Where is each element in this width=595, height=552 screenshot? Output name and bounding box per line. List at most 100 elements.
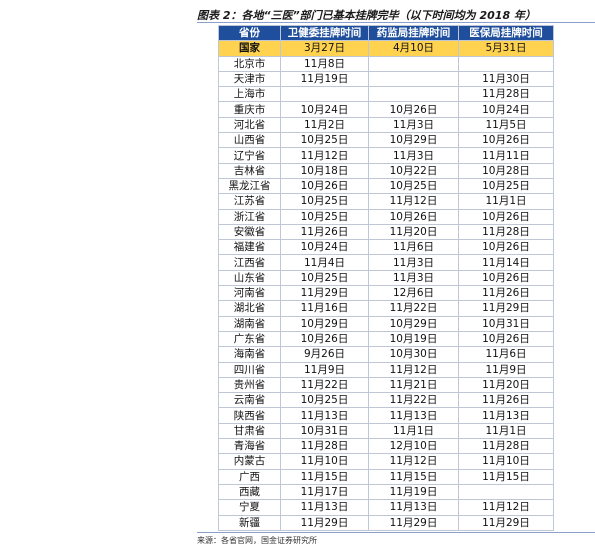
name-cell: 湖南省 bbox=[218, 315, 281, 332]
date-cell: 10月25日 bbox=[458, 177, 554, 195]
date-cell: 10月24日 bbox=[280, 239, 369, 256]
date-cell: 11月19日 bbox=[368, 483, 459, 501]
date-cell: 11月15日 bbox=[458, 468, 554, 485]
date-cell: 11月13日 bbox=[280, 407, 369, 424]
header-cell: 卫健委挂牌时间 bbox=[280, 24, 369, 42]
province-row: 吉林省 10月18日 10月22日 10月28日 bbox=[218, 162, 554, 179]
table: 省份 卫健委挂牌时间 药监局挂牌时间 医保局挂牌时间 国家 3月27日 4月10日 5月31日… bbox=[218, 24, 554, 531]
date-cell: 11月8日 bbox=[280, 55, 369, 72]
date-cell: 10月26日 bbox=[458, 330, 554, 348]
date-cell bbox=[368, 55, 459, 72]
date-cell: 10月25日 bbox=[280, 269, 369, 287]
date-cell bbox=[368, 70, 459, 88]
header-cell: 医保局挂牌时间 bbox=[458, 24, 554, 42]
province-row: 重庆市 10月24日 10月26日 10月24日 bbox=[218, 101, 554, 118]
date-cell: 10月30日 bbox=[368, 346, 459, 363]
date-cell: 10月29日 bbox=[368, 132, 459, 149]
name-cell: 山东省 bbox=[218, 269, 281, 287]
name-cell: 贵州省 bbox=[218, 376, 281, 394]
name-cell: 江西省 bbox=[218, 254, 281, 271]
province-row: 四川省 11月9日 11月12日 11月9日 bbox=[218, 361, 554, 378]
date-cell: 11月13日 bbox=[458, 407, 554, 424]
date-cell: 10月25日 bbox=[280, 208, 369, 225]
date-cell: 10月26日 bbox=[458, 208, 554, 225]
date-cell: 10月26日 bbox=[368, 101, 459, 118]
date-cell: 11月10日 bbox=[458, 453, 554, 470]
date-cell: 11月22日 bbox=[368, 300, 459, 317]
name-cell: 河南省 bbox=[218, 285, 281, 302]
header-row: 省份 卫健委挂牌时间 药监局挂牌时间 医保局挂牌时间 bbox=[218, 24, 554, 42]
name-cell: 国家 bbox=[218, 40, 281, 57]
date-cell: 11月6日 bbox=[458, 346, 554, 363]
name-cell: 上海市 bbox=[218, 86, 281, 103]
province-row: 新疆 11月29日 11月29日 11月29日 bbox=[218, 514, 554, 531]
date-cell: 11月3日 bbox=[368, 254, 459, 271]
date-cell: 11月6日 bbox=[368, 239, 459, 256]
date-cell: 11月1日 bbox=[368, 422, 459, 440]
date-cell: 11月30日 bbox=[458, 70, 554, 88]
date-cell: 10月29日 bbox=[368, 315, 459, 332]
date-cell: 11月29日 bbox=[280, 285, 369, 302]
date-cell: 11月29日 bbox=[280, 514, 369, 531]
date-cell: 11月29日 bbox=[458, 514, 554, 531]
date-cell: 11月12日 bbox=[458, 499, 554, 516]
date-cell: 11月14日 bbox=[458, 254, 554, 271]
name-cell: 陕西省 bbox=[218, 407, 281, 424]
province-row: 天津市 11月19日 11月30日 bbox=[218, 70, 554, 88]
date-cell: 11月17日 bbox=[280, 483, 369, 501]
date-cell: 11月1日 bbox=[458, 193, 554, 210]
province-row: 湖南省 10月29日 10月29日 10月31日 bbox=[218, 315, 554, 332]
name-cell: 黑龙江省 bbox=[218, 177, 281, 195]
province-row: 江苏省 10月25日 11月12日 11月1日 bbox=[218, 193, 554, 210]
date-cell: 12月10日 bbox=[368, 438, 459, 455]
date-cell: 11月12日 bbox=[368, 361, 459, 378]
date-cell: 11月1日 bbox=[458, 422, 554, 440]
name-cell: 吉林省 bbox=[218, 162, 281, 179]
date-cell: 10月25日 bbox=[280, 193, 369, 210]
date-cell: 11月20日 bbox=[458, 376, 554, 394]
date-cell: 11月11日 bbox=[458, 147, 554, 164]
province-row: 黑龙江省 10月26日 10月25日 10月25日 bbox=[218, 177, 554, 195]
province-row: 河北省 11月2日 11月3日 11月5日 bbox=[218, 116, 554, 134]
province-row: 西藏 11月17日 11月19日 bbox=[218, 483, 554, 501]
date-cell: 11月13日 bbox=[280, 499, 369, 516]
name-cell: 广东省 bbox=[218, 330, 281, 348]
date-cell: 3月27日 bbox=[280, 40, 369, 57]
date-cell: 10月19日 bbox=[368, 330, 459, 348]
name-cell: 云南省 bbox=[218, 392, 281, 409]
date-cell: 11月4日 bbox=[280, 254, 369, 271]
source: 来源：各省官网，国金证券研究所 bbox=[197, 536, 317, 545]
name-cell: 新疆 bbox=[218, 514, 281, 531]
name-cell: 四川省 bbox=[218, 361, 281, 378]
date-cell: 11月28日 bbox=[458, 223, 554, 241]
date-cell: 11月3日 bbox=[368, 116, 459, 134]
date-cell: 4月10日 bbox=[368, 40, 459, 57]
province-row: 广东省 10月26日 10月19日 10月26日 bbox=[218, 330, 554, 348]
name-cell: 海南省 bbox=[218, 346, 281, 363]
province-row: 广西 11月15日 11月15日 11月15日 bbox=[218, 468, 554, 485]
date-cell: 10月26日 bbox=[368, 208, 459, 225]
date-cell: 10月26日 bbox=[458, 132, 554, 149]
date-cell: 11月29日 bbox=[458, 300, 554, 317]
date-cell: 10月31日 bbox=[458, 315, 554, 332]
date-cell: 10月26日 bbox=[458, 269, 554, 287]
province-row: 内蒙古 11月10日 11月12日 11月10日 bbox=[218, 453, 554, 470]
top-rule bbox=[197, 22, 595, 23]
date-cell: 11月13日 bbox=[368, 407, 459, 424]
province-row: 福建省 10月24日 11月6日 10月26日 bbox=[218, 239, 554, 256]
date-cell bbox=[368, 86, 459, 103]
name-cell: 内蒙古 bbox=[218, 453, 281, 470]
header-cell: 省份 bbox=[218, 24, 281, 42]
date-cell: 12月6日 bbox=[368, 285, 459, 302]
name-cell: 湖北省 bbox=[218, 300, 281, 317]
date-cell: 11月26日 bbox=[280, 223, 369, 241]
date-cell: 11月3日 bbox=[368, 147, 459, 164]
province-row: 云南省 10月25日 11月22日 11月26日 bbox=[218, 392, 554, 409]
date-cell: 11月12日 bbox=[280, 147, 369, 164]
name-cell: 青海省 bbox=[218, 438, 281, 455]
header-cell: 药监局挂牌时间 bbox=[368, 24, 459, 42]
date-cell bbox=[458, 483, 554, 501]
date-cell: 10月18日 bbox=[280, 162, 369, 179]
date-cell: 11月15日 bbox=[280, 468, 369, 485]
date-cell: 11月13日 bbox=[368, 499, 459, 516]
